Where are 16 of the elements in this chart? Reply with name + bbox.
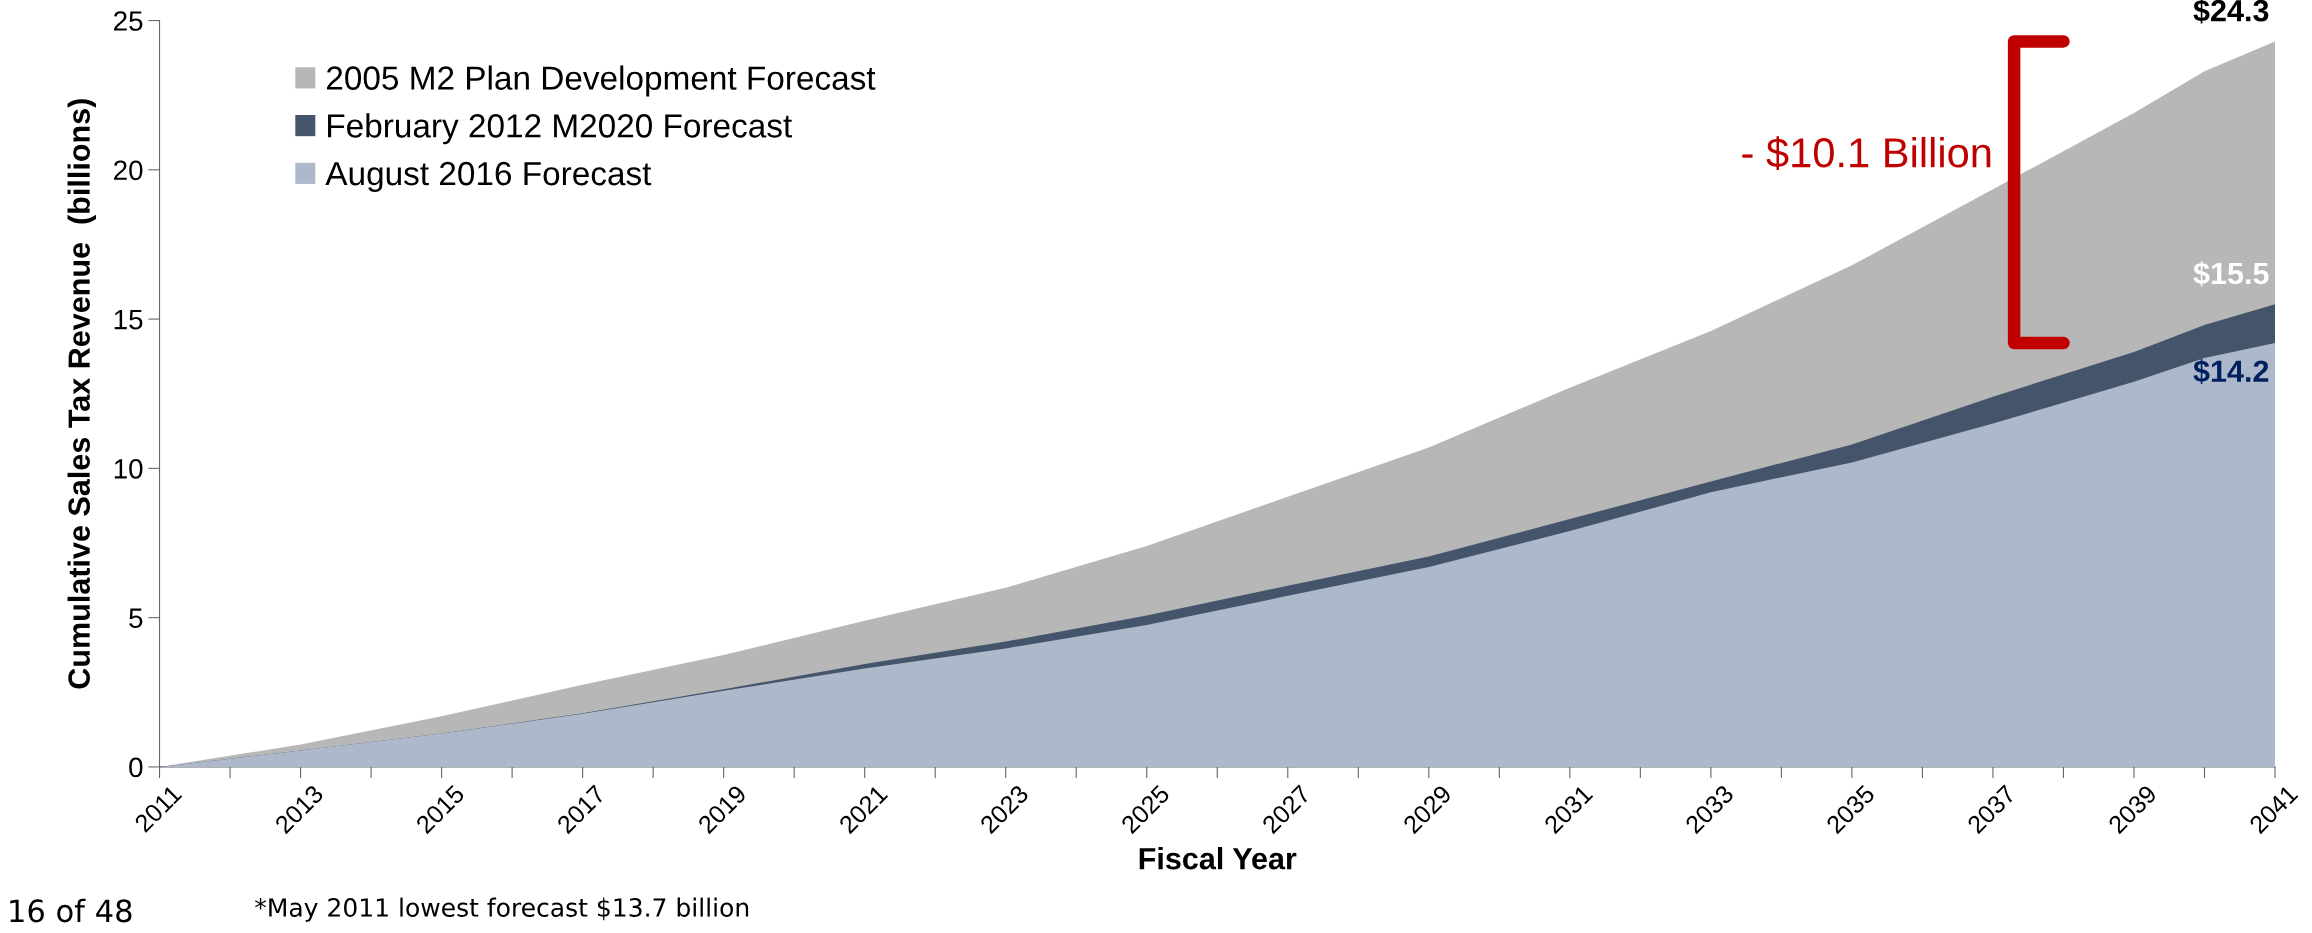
y-tick-label: 15: [114, 310, 143, 330]
text: *May 2011 lowest forecast $13.7 billion: [255, 897, 749, 922]
legend-label: August 2016 Forecast: [325, 161, 652, 193]
x-axis-title: Fiscal Year: [1139, 847, 1297, 870]
y-tick-label: 5: [129, 608, 143, 628]
text: 16 of 48: [10, 898, 132, 923]
y-tick-label: 20: [114, 160, 143, 181]
legend-label: February 2012 M2020 Forecast: [328, 113, 792, 145]
data-label: $14.2: [2193, 359, 2269, 385]
y-tick-label: 25: [114, 11, 143, 31]
y-tick-label: 10: [114, 459, 143, 479]
annotation: - $10.1 Billion: [1742, 136, 1991, 171]
y-axis-title: Cumulative Sales Tax Revenue (billions): [67, 99, 96, 689]
legend-label: 2005 M2 Plan Development Forecast: [326, 65, 876, 97]
data-label: $15.5: [2193, 261, 2269, 287]
y-tick-label: 0: [129, 757, 143, 778]
